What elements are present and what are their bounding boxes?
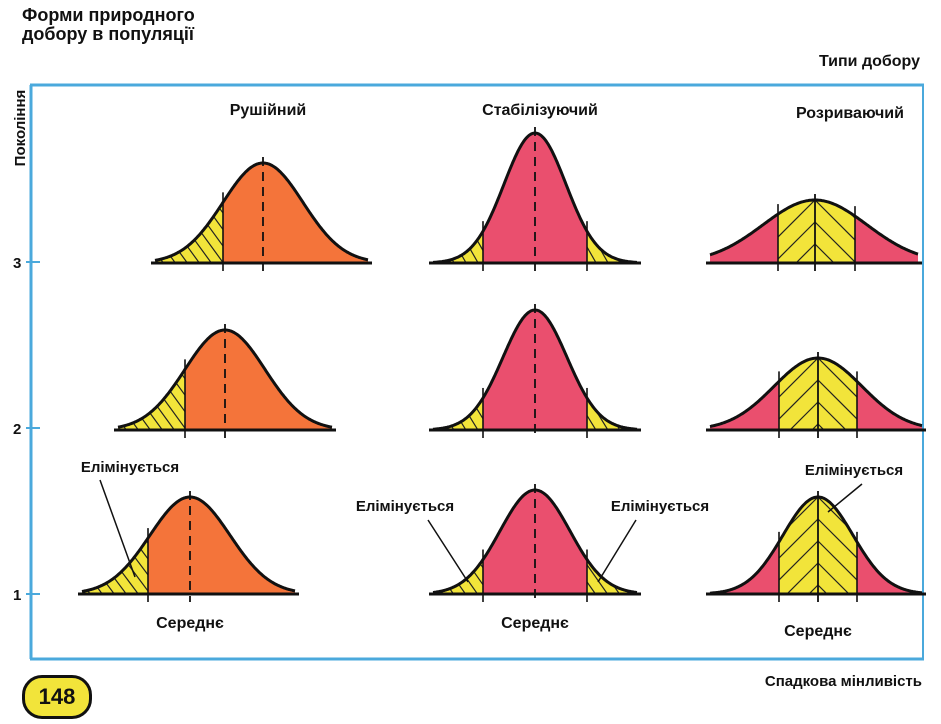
stabilizing-gen-2-eliminated-zone-1	[433, 398, 483, 430]
driving-gen-3	[151, 157, 372, 271]
types-caption: Типи добору	[819, 53, 920, 70]
y-tick-label-3: 3	[13, 255, 21, 272]
driving-gen-2-eliminated-zone-1	[118, 369, 185, 430]
column-title-stabilizing: Стабілізуючий	[482, 102, 598, 119]
disruptive-gen-3	[706, 194, 922, 271]
mean-label-disruptive: Середнє	[784, 623, 852, 640]
title-line-2: добору в популяції	[22, 24, 194, 44]
eliminated-label-stabilizing-right: Елімінується	[611, 498, 709, 515]
disruptive-gen-2-hatch-1	[779, 358, 857, 430]
disruptive-gen-3-eliminated-zone-1	[778, 200, 855, 263]
disruptive-gen-2	[706, 352, 926, 438]
column-title-disruptive: Розриваючий	[796, 105, 904, 122]
driving-gen-1	[78, 491, 299, 602]
driving-gen-3-eliminated-zone-1	[155, 202, 223, 263]
disruptive-gen-3-outline	[709, 198, 919, 257]
stabilizing-gen-2-eliminated-zone-2	[587, 398, 637, 430]
disruptive-gen-1-outline	[709, 495, 923, 595]
mean-label-driving: Середнє	[156, 615, 224, 632]
driving-gen-3-outline	[154, 161, 369, 262]
y-tick-label-2: 2	[13, 421, 21, 438]
driving-gen-1-eliminated-zone-1	[82, 538, 148, 594]
disruptive-gen-1-hatch-1	[779, 497, 857, 594]
eliminated-label-stabilizing-left: Елімінується	[356, 498, 454, 515]
curves-layer	[78, 127, 926, 602]
disruptive-gen-3-hatch-1	[778, 200, 855, 263]
column-title-driving: Рушійний	[230, 102, 307, 119]
eliminated-label-disruptive: Елімінується	[805, 462, 903, 479]
stabilizing-gen-3-fill	[433, 133, 637, 263]
eliminated-pointer-stabilizing-left	[427, 519, 469, 583]
mean-label-stabilizing: Середнє	[501, 615, 569, 632]
page-number-badge: 148	[22, 675, 92, 719]
eliminated-pointer-driving	[99, 479, 136, 578]
driving-gen-2	[114, 324, 336, 438]
stabilizing-gen-1-eliminated-zone-2	[587, 559, 637, 594]
stabilizing-gen-3-eliminated-zone-2	[587, 231, 637, 263]
stabilizing-gen-3-eliminated-zone-1	[433, 231, 483, 263]
diagram-title: Форми природного добору в популяції	[22, 6, 282, 44]
disruptive-gen-1	[706, 491, 926, 602]
eliminated-label-driving: Елімінується	[81, 459, 179, 476]
stabilizing-gen-2	[429, 304, 641, 438]
y-tick-label-1: 1	[13, 587, 21, 604]
eliminated-pointer-stabilizing-right	[597, 519, 637, 583]
stabilizing-gen-1-eliminated-zone-1	[433, 559, 483, 594]
driving-gen-1-outline	[81, 495, 296, 593]
eliminated-pointer-disruptive	[827, 483, 863, 513]
title-line-1: Форми природного	[22, 5, 195, 25]
stabilizing-gen-1-fill	[433, 490, 637, 594]
x-axis-label: Спадкова мінливість	[765, 673, 922, 690]
y-axis-label: Покоління	[12, 90, 29, 167]
stabilizing-gen-3	[429, 127, 641, 271]
disruptive-gen-2-outline	[709, 356, 923, 428]
